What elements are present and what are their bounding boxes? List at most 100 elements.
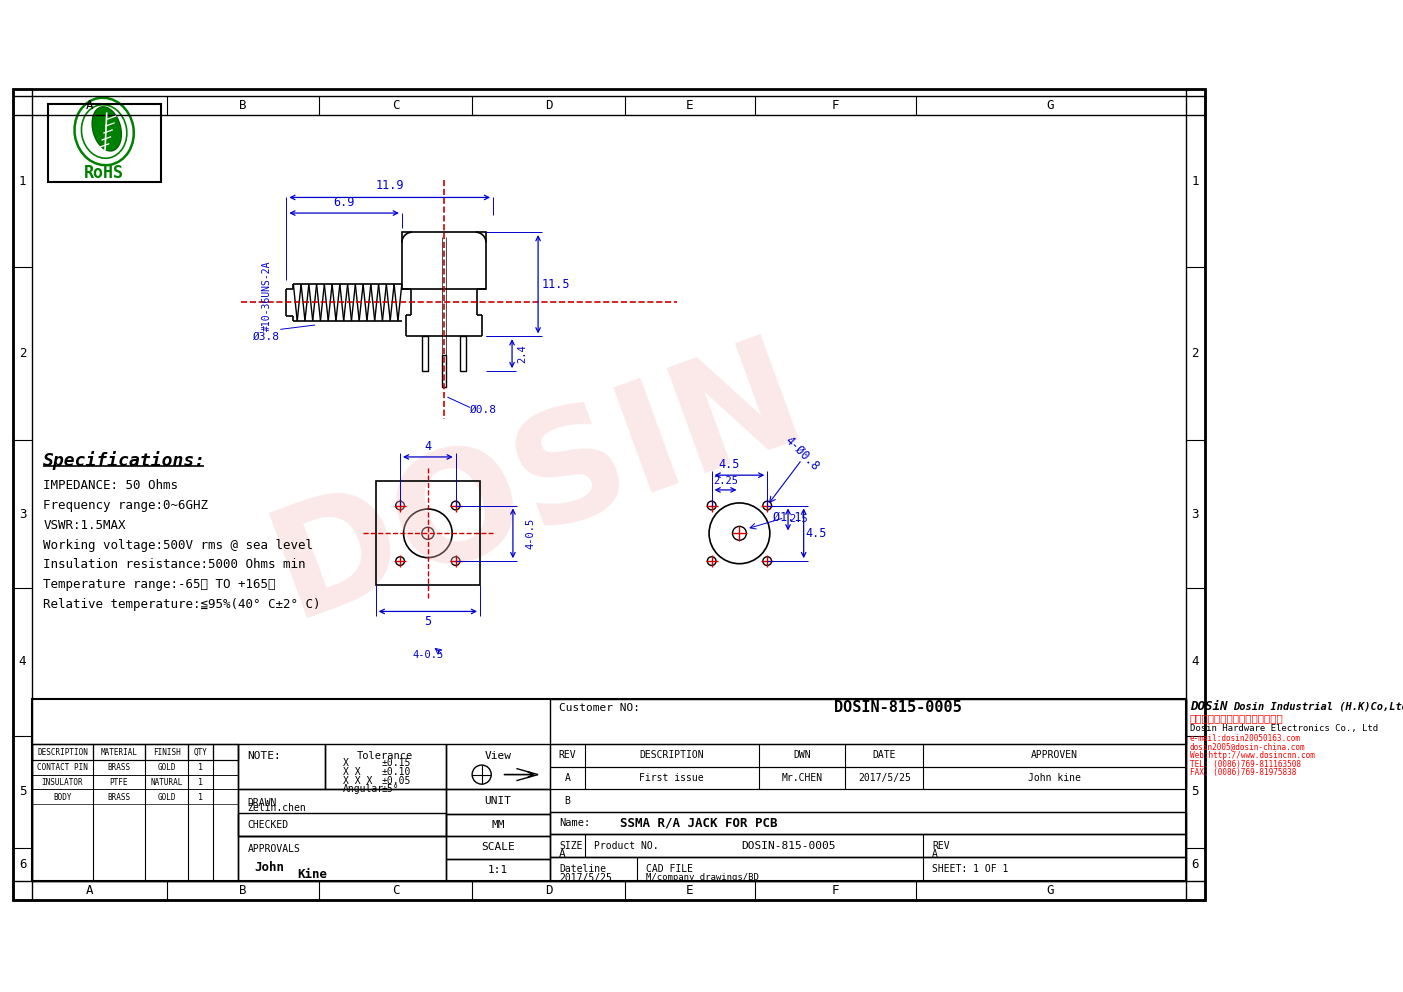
Text: DESCRIPTION: DESCRIPTION [36, 748, 88, 757]
Text: CAD FILE: CAD FILE [645, 864, 693, 874]
Text: B: B [564, 796, 571, 806]
Text: CHECKED: CHECKED [247, 820, 289, 830]
Bar [442, 355, 446, 387]
Text: QTY: QTY [194, 748, 208, 757]
Text: Zelin.chen: Zelin.chen [247, 804, 306, 813]
Text: Working voltage:500V rms @ sea level: Working voltage:500V rms @ sea level [43, 539, 313, 552]
Text: BODY: BODY [53, 793, 72, 802]
Text: e-mail:dosin20050163.com: e-mail:dosin20050163.com [1190, 734, 1301, 743]
Text: 4: 4 [1191, 656, 1198, 669]
Text: BRASS: BRASS [108, 763, 130, 772]
Text: G: G [1047, 885, 1054, 898]
Text: SCALE: SCALE [481, 842, 515, 852]
Text: E: E [686, 99, 693, 112]
Text: MM: MM [491, 820, 505, 830]
Text: GOLD: GOLD [157, 763, 175, 772]
Text: ±0.05: ±0.05 [382, 776, 411, 786]
Text: UNIT: UNIT [484, 797, 512, 806]
Text: #10-36UNS-2A: #10-36UNS-2A [262, 260, 272, 330]
Text: DWN: DWN [793, 751, 811, 761]
Text: BRASS: BRASS [108, 793, 130, 802]
Bar [13, 96, 1205, 115]
Text: CONTACT PIN: CONTACT PIN [36, 763, 88, 772]
Text: ±5°: ±5° [382, 785, 400, 795]
Text: 1: 1 [198, 793, 203, 802]
Text: F: F [832, 99, 839, 112]
Text: REV: REV [932, 841, 950, 851]
Text: PTFE: PTFE [109, 778, 128, 787]
Bar [32, 744, 93, 760]
Text: X X: X X [342, 767, 361, 777]
Text: 1: 1 [18, 175, 27, 187]
Bar [213, 744, 237, 760]
Text: DOSiN: DOSiN [1190, 700, 1228, 713]
Text: Ø0.8: Ø0.8 [470, 405, 497, 415]
Text: Dateline: Dateline [558, 864, 606, 874]
Bar [446, 790, 550, 813]
Text: Kine: Kine [297, 868, 327, 881]
Bar [550, 699, 1186, 744]
Text: 11.5: 11.5 [542, 278, 570, 291]
Text: 2.25: 2.25 [713, 476, 738, 486]
Text: 3: 3 [1191, 508, 1198, 521]
Text: DOSIN: DOSIN [254, 319, 822, 648]
Text: E: E [686, 885, 693, 898]
Text: 4.5: 4.5 [718, 458, 739, 471]
Text: Dosin Hardware Electronics Co., Ltd: Dosin Hardware Electronics Co., Ltd [1190, 724, 1378, 733]
Bar [32, 699, 1186, 881]
Text: NATURAL: NATURAL [150, 778, 182, 787]
Text: 4: 4 [18, 656, 27, 669]
Bar [145, 744, 188, 760]
Text: John: John [254, 861, 283, 874]
Bar [446, 744, 550, 790]
Bar [446, 836, 550, 859]
Text: 6: 6 [18, 858, 27, 871]
Bar [550, 857, 1186, 881]
Text: C: C [391, 885, 400, 898]
Text: 2017/5/25: 2017/5/25 [859, 773, 911, 783]
Text: DESCRIPTION: DESCRIPTION [640, 751, 704, 761]
Bar [550, 811, 1186, 834]
Text: Product NO.: Product NO. [593, 841, 658, 851]
Bar [188, 744, 213, 760]
Text: Web:http://www.dosincnn.com: Web:http://www.dosincnn.com [1190, 751, 1315, 760]
Bar [93, 744, 145, 760]
Text: Insulation resistance:5000 Ohms min: Insulation resistance:5000 Ohms min [43, 558, 306, 571]
Text: 1: 1 [1191, 175, 1198, 187]
Text: 4-Ø0.8: 4-Ø0.8 [783, 434, 822, 473]
Text: 4-0.5: 4-0.5 [412, 650, 443, 660]
Text: Dosin Industrial (H.K)Co,Ltd: Dosin Industrial (H.K)Co,Ltd [1233, 702, 1403, 712]
Bar [32, 790, 237, 805]
Text: ±0.15: ±0.15 [382, 758, 411, 769]
Text: Customer NO:: Customer NO: [558, 702, 640, 713]
Text: A: A [564, 773, 571, 783]
Text: 6: 6 [1191, 858, 1198, 871]
Text: 1: 1 [198, 763, 203, 772]
Text: FAX: (0086)769-81975838: FAX: (0086)769-81975838 [1190, 769, 1296, 778]
Bar [32, 775, 237, 790]
Text: TEL: (0086)769-811163508: TEL: (0086)769-811163508 [1190, 760, 1301, 769]
Text: 2.5: 2.5 [788, 515, 808, 525]
Text: APPROVALS: APPROVALS [247, 844, 300, 854]
Text: A: A [932, 849, 939, 859]
Text: Mr.CHEN: Mr.CHEN [781, 773, 822, 783]
Text: 5: 5 [1191, 786, 1198, 799]
Text: 6.9: 6.9 [334, 196, 355, 209]
Text: 1: 1 [198, 778, 203, 787]
Text: 11.9: 11.9 [376, 179, 404, 191]
Text: DOSIN-815-0005: DOSIN-815-0005 [833, 700, 961, 715]
Text: INSULATOR: INSULATOR [42, 778, 83, 787]
Bar [237, 744, 324, 790]
Text: A: A [558, 849, 565, 859]
Text: DRAWN: DRAWN [247, 798, 276, 808]
Text: 4.5: 4.5 [805, 527, 826, 540]
Bar [1186, 89, 1205, 901]
Bar [550, 744, 1186, 767]
Text: X X X: X X X [342, 776, 372, 786]
Text: D: D [544, 885, 553, 898]
Text: RoHS: RoHS [84, 164, 123, 183]
Bar [237, 836, 446, 881]
Text: 1:1: 1:1 [488, 865, 508, 875]
Text: F: F [832, 885, 839, 898]
Text: Relative temperature:≦95%(40° C±2° C): Relative temperature:≦95%(40° C±2° C) [43, 598, 321, 611]
